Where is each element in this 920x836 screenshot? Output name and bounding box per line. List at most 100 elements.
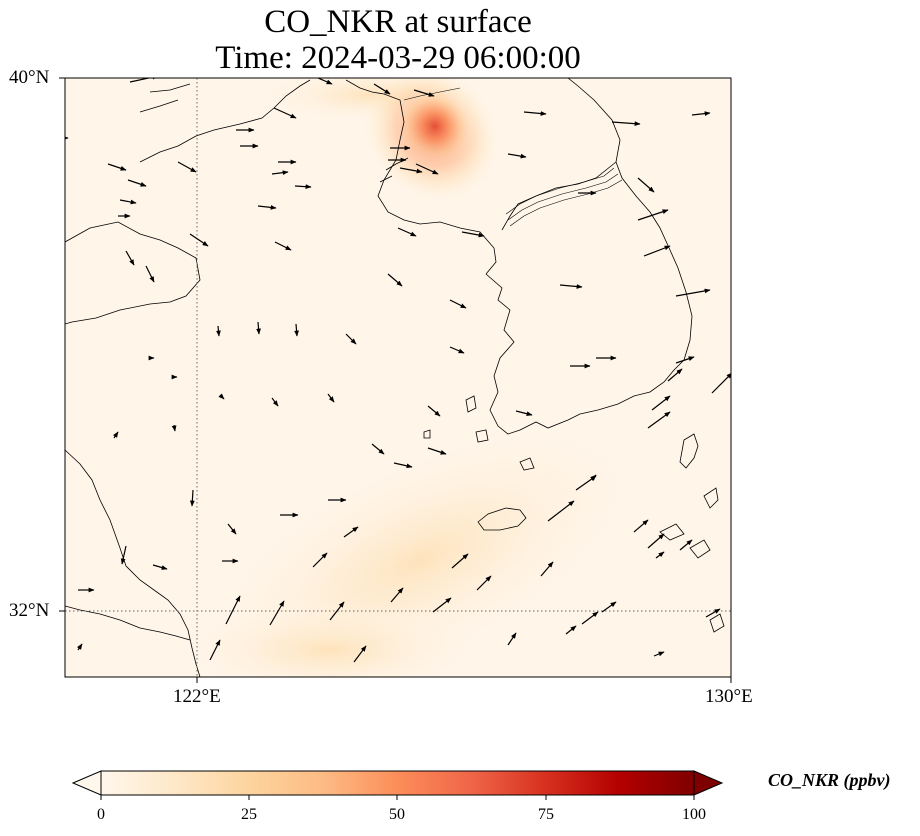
wind-vector [145,265,155,283]
colorbar-tick-label-50: 50 [389,806,405,823]
coastline-yangtze [65,605,191,641]
wind-vector [125,250,135,266]
island-jeju [477,507,527,531]
wind-vector [655,551,665,559]
wind-vector [107,163,127,171]
map-title: CO_NKR at surface [264,4,532,40]
coastline-china-east [65,449,201,677]
wind-vector [327,393,335,403]
wind-vector [390,587,404,603]
lat-label-40n: 40°N [9,67,50,88]
wind-vector [345,333,357,345]
wind-vector [257,205,277,210]
wind-vector [667,368,683,382]
wind-vector [312,552,328,568]
wind-vector [373,83,391,95]
map-panel [40,78,731,677]
field-plume-south [170,600,490,677]
wind-vector [637,177,655,193]
concentration-field [170,78,661,677]
wind-vector [397,227,417,237]
wind-vector [294,184,312,190]
wind-vector [152,564,168,570]
island-tsushima [679,433,699,469]
lat-label-32n: 32°N [9,600,50,621]
wind-vector [399,167,423,174]
wind-vector [523,111,547,116]
colorbar-ticks [100,795,695,800]
wind-vector [40,578,54,581]
wind-vector [449,346,465,354]
colorbar-tick-label-0: 0 [97,806,105,823]
wind-vector [590,474,597,481]
field-hotspot [379,78,491,182]
colorbar-gradient [100,770,695,796]
border-dmz-2 [507,173,619,221]
wind-vector [294,323,299,337]
wind-vector [413,89,435,97]
wind-vector [427,405,441,417]
wind-vector [515,410,533,417]
wind-vector [581,611,599,625]
wind-vector [633,519,649,533]
lon-label-130e: 130°E [705,686,753,707]
wind-vector [218,393,225,400]
wind-vector [119,199,137,205]
wind-vector [227,523,237,535]
wind-vector [653,651,665,657]
wind-vector [559,284,583,289]
wind-vector [647,411,671,429]
wind-vector [643,245,671,257]
wind-vector [637,209,669,221]
wind-vector [177,161,197,173]
wind-vector [691,111,711,116]
wind-vector [171,424,177,432]
wind-vectors [40,78,731,663]
wind-vector [507,153,527,159]
wind-vector [271,170,289,176]
coastlines [65,78,725,677]
wind-vector [651,395,671,411]
wind-vector [353,645,367,663]
border-dmz-1 [505,167,615,215]
wind-vector [415,163,439,175]
wind-vector [113,431,119,439]
wind-vector [507,632,517,646]
wind-vector [271,397,279,407]
wind-vector [547,500,575,522]
lon-label-122e: 122°E [173,686,221,707]
wind-vector [711,372,731,394]
wind-vector [269,600,285,626]
border-dmz-3 [509,179,623,227]
wind-vector [189,233,209,247]
wind-vector [705,608,721,618]
wind-vector [540,561,554,577]
islands-korea-west [423,395,535,471]
map-subtitle-time: Time: 2024-03-29 06:00:00 [215,40,581,76]
wind-vector [329,601,345,621]
wind-vector [317,78,333,85]
wind-vector [565,625,577,635]
wind-vector [427,447,447,455]
wind-vector [675,356,695,364]
coastline-liaoning [139,79,497,275]
wind-vector [461,231,485,238]
axis-ticks [59,77,732,683]
wind-vector [189,489,195,507]
wind-vector [343,526,359,538]
wind-vector [273,107,297,119]
colorbar-tick-label-25: 25 [241,806,257,823]
wind-vector [611,121,641,127]
wind-vector [387,273,403,287]
colorbar-extend-low [71,770,102,796]
wind-vector [476,575,492,591]
wind-vector [216,325,221,337]
wind-vector [601,601,617,613]
colorbar-tick-label-75: 75 [538,806,554,823]
wind-vector [274,241,292,251]
coastline-korea-west [485,161,693,435]
wind-vector [393,462,413,469]
wind-vector [225,595,241,625]
colorbar-label: CO_NKR (ppbv) [768,770,891,790]
